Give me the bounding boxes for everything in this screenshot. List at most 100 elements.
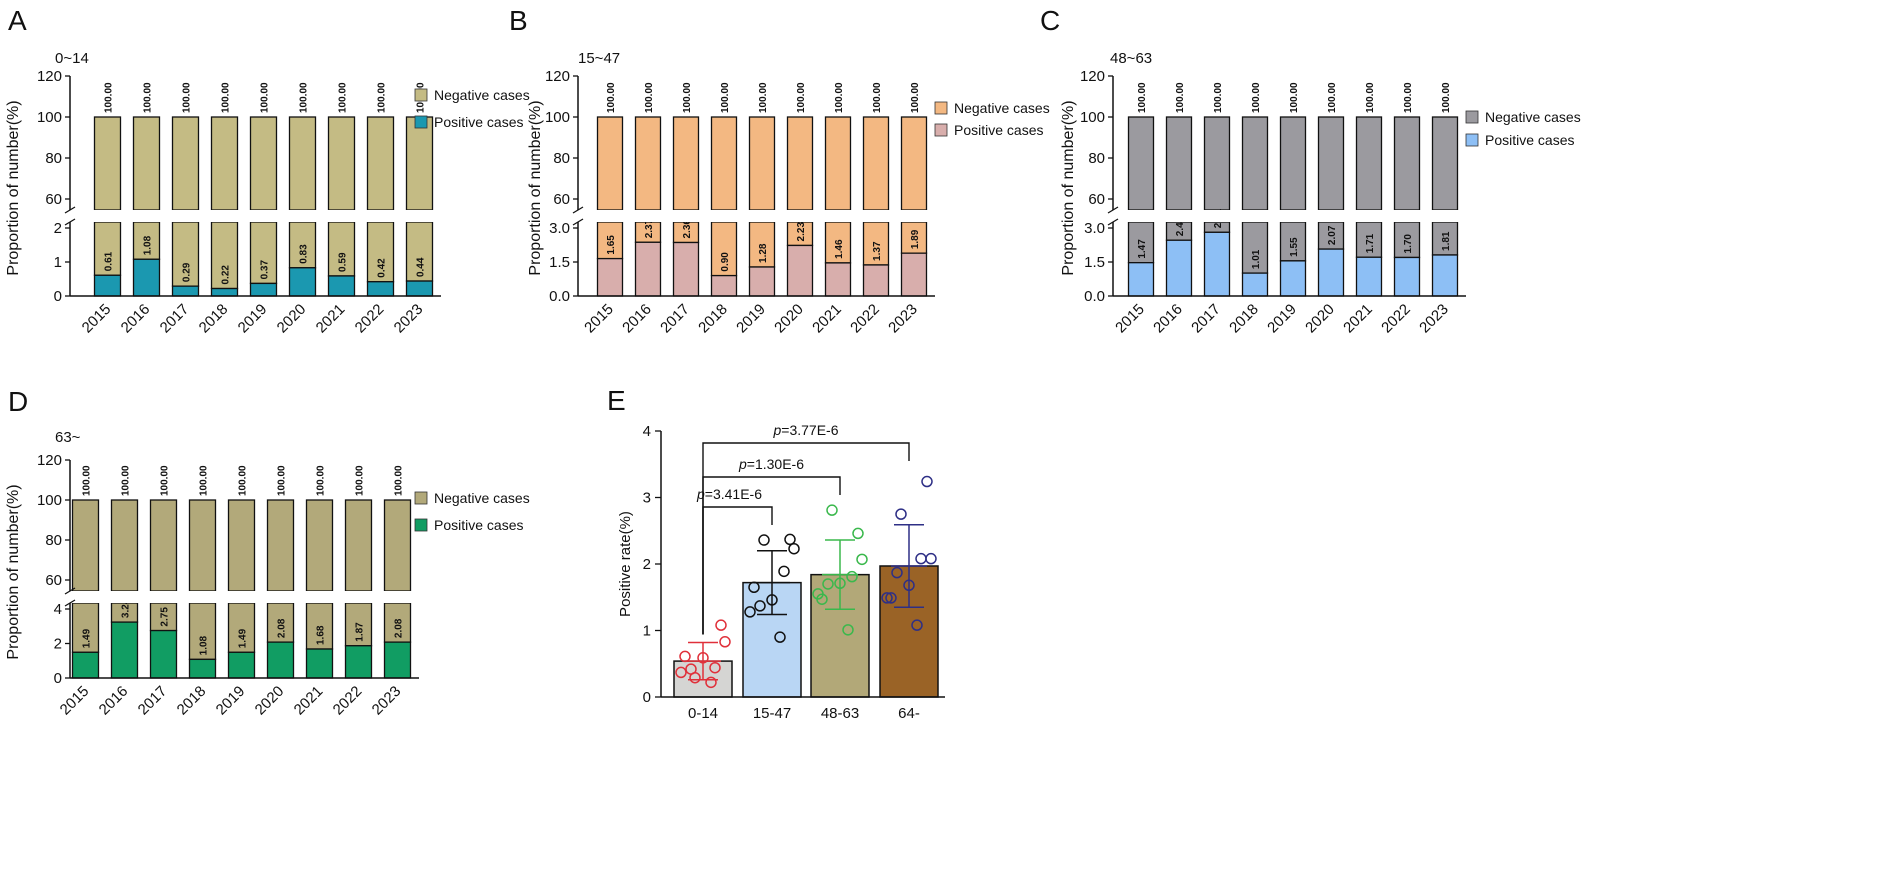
bar-negative-lower (227, 602, 256, 653)
data-label-negative: 100.00 (104, 82, 115, 113)
data-point (895, 508, 907, 520)
data-point (719, 636, 731, 648)
bar-negative-upper (266, 499, 295, 592)
data-label-negative: 100.00 (238, 465, 249, 496)
y-tick-label: 100 (545, 109, 570, 126)
data-point (846, 570, 858, 583)
bar-positive (1279, 260, 1307, 297)
data-label-positive: 0.83 (299, 244, 310, 264)
bar-negative-upper (1203, 116, 1231, 211)
bar-negative-upper (1431, 116, 1459, 211)
bar-negative-lower (93, 221, 122, 276)
bar-positive (93, 274, 122, 297)
axis-break-mark (64, 587, 76, 595)
p-value: =3.77E-6 (781, 422, 838, 438)
data-label-negative: 100.00 (1365, 82, 1376, 113)
bar-positive (1165, 239, 1193, 297)
y-axis-label: Positive rate(%) (617, 511, 634, 617)
x-tick-label: 2022 (1378, 301, 1414, 337)
data-point (774, 631, 786, 643)
y-axis-label: Proportion of number(%) (5, 484, 22, 659)
data-label-negative: 100.00 (299, 82, 310, 113)
x-tick-label: 2020 (771, 301, 807, 337)
data-point (834, 577, 846, 590)
x-tick-label: 2022 (352, 301, 388, 337)
y-axis-label: Proportion of number(%) (5, 100, 22, 275)
bar-negative-upper (634, 116, 662, 211)
data-label-positive: 2.08 (394, 618, 405, 638)
legend-label: Positive cases (434, 114, 523, 130)
axis-break-mark (64, 206, 76, 214)
data-label-negative: 100.00 (277, 465, 288, 496)
data-label-positive: 2.23 (796, 222, 807, 242)
axis-break-mark (64, 218, 76, 226)
data-label-negative: 100.00 (143, 82, 154, 113)
y-tick-label: 3.0 (1084, 220, 1105, 237)
data-label-negative: 100.00 (834, 82, 845, 113)
x-tick-label: 64- (898, 705, 920, 722)
y-tick-label: 4 (643, 423, 651, 440)
data-label-negative: 100.00 (644, 82, 655, 113)
y-tick-label: 0 (54, 670, 62, 687)
bar-negative-upper (188, 499, 217, 592)
data-point (812, 588, 824, 600)
y-tick-label: 120 (37, 452, 62, 469)
p-value-label: p=3.41E-6 (696, 486, 762, 502)
x-tick-label: 2023 (369, 683, 405, 719)
data-point (852, 527, 864, 540)
data-point (826, 504, 838, 516)
data-point (697, 652, 709, 664)
bar-positive (1203, 231, 1231, 297)
x-tick-label: 2017 (1188, 301, 1224, 337)
data-label-negative: 100.00 (1251, 82, 1262, 113)
axis-break-gap (568, 210, 937, 222)
data-point (744, 606, 756, 618)
x-tick-label: 2019 (733, 301, 769, 337)
bar-negative-lower (210, 221, 239, 290)
y-tick-label: 60 (1088, 191, 1105, 208)
bar-negative-upper (227, 499, 256, 592)
bar-positive (344, 645, 373, 679)
y-axis-label: Proportion of number(%) (1060, 100, 1077, 275)
bar-positive (824, 262, 852, 297)
data-label-negative: 100.00 (316, 465, 327, 496)
bar-positive (634, 241, 662, 297)
bar-negative-lower (710, 221, 738, 277)
bar-positive (596, 257, 624, 297)
bar-negative-upper (288, 116, 317, 211)
y-tick-label: 80 (553, 150, 570, 167)
bar-negative-lower (900, 221, 928, 254)
bar-negative-upper (132, 116, 161, 211)
y-tick-label: 0.0 (549, 288, 570, 305)
legend-label: Positive cases (954, 122, 1043, 138)
y-tick-label: 2 (643, 556, 651, 573)
data-label-negative: 100.00 (182, 82, 193, 113)
bar-positive (327, 275, 356, 297)
bar-negative-upper (862, 116, 890, 211)
data-point (881, 592, 893, 604)
x-tick-label: 2016 (1150, 301, 1186, 337)
y-tick-label: 0.0 (1084, 288, 1105, 305)
p-symbol: p (696, 486, 705, 502)
panel-letter-d: D (8, 386, 28, 417)
bar-positive (171, 285, 200, 297)
panel-title-b: 15~47 (578, 50, 620, 67)
x-tick-label: 2017 (657, 301, 693, 337)
axis-break-mark (1107, 206, 1119, 214)
x-tick-label: 2021 (313, 301, 349, 337)
data-point (754, 600, 766, 612)
legend-swatch (1465, 133, 1479, 147)
x-tick-label: 0-14 (688, 705, 718, 722)
bar-positive (1241, 272, 1269, 297)
y-tick-label: 60 (553, 191, 570, 208)
data-point (915, 552, 927, 565)
axis-break-gap (60, 210, 443, 222)
bar-positive (71, 651, 100, 679)
data-label-negative: 100.00 (394, 465, 405, 496)
panel-c: C 48~63 Proportion of number(%) 100.00 1.47 2… (1040, 5, 1581, 336)
data-label-positive: 2.75 (160, 607, 171, 627)
bar-negative-lower (288, 221, 317, 269)
data-label-negative: 100.00 (221, 82, 232, 113)
y-tick-label: 120 (545, 68, 570, 85)
